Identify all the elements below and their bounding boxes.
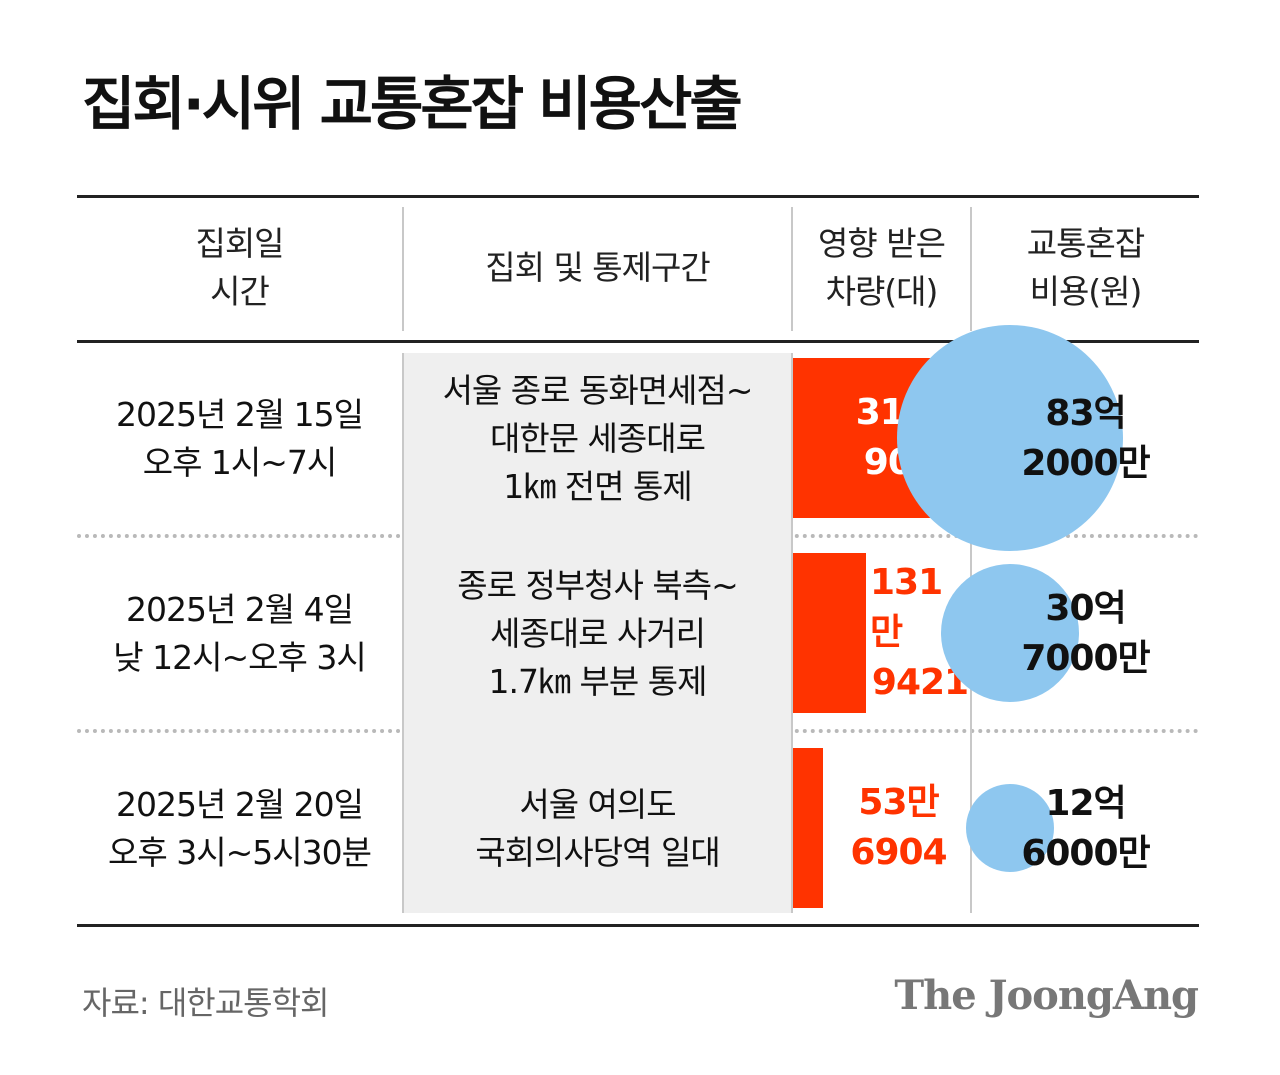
header-vehicles: 영향 받은 차량(대) [793, 195, 970, 340]
row-3-cost-line-1: 12억 [1045, 782, 1126, 824]
table-top-rule [77, 195, 1199, 198]
row-1-date-line-2: 오후 1시~7시 [142, 442, 338, 482]
row-1-section: 서울 종로 동화면세점~ 대한문 세종대로 1㎞ 전면 통제 [404, 343, 791, 534]
row-3-vehicles-label: 53만 6904 [827, 748, 970, 908]
header-date-line-1: 집회일 [195, 223, 284, 263]
header-section: 집회 및 통제구간 [404, 195, 791, 340]
row-2-cost-line-1: 30억 [1045, 587, 1126, 629]
publisher-logo: The JoongAng [894, 972, 1199, 1019]
row-3-section: 서울 여의도 국회의사당역 일대 [404, 733, 791, 924]
row-1-date-line-1: 2025년 2월 15일 [115, 394, 364, 434]
header-date-line-2: 시간 [210, 271, 270, 311]
header-cost-line-1: 교통혼잡 [1026, 223, 1145, 263]
header-vehicles-line-2: 차량(대) [825, 271, 939, 311]
row-1-section-line-2: 대한문 세종대로 [489, 418, 706, 458]
row-3-cost-circle [966, 784, 1054, 872]
row-3-vehicles-bar [793, 748, 823, 908]
row-3-date: 2025년 2월 20일 오후 3시~5시30분 [77, 733, 402, 924]
header-bottom-rule [77, 340, 1199, 343]
row-2-section-line-2: 세종대로 사거리 [489, 613, 706, 653]
row-2-cost-circle [941, 564, 1079, 702]
row-2-section-line-3: 1.7㎞ 부분 통제 [488, 661, 708, 701]
row-1-cost-circle [897, 325, 1123, 551]
source-note: 자료: 대한교통학회 [82, 984, 329, 1022]
row-3-cost-line-2: 6000만 [1021, 832, 1150, 874]
row-2-vehicles-bar [793, 553, 866, 713]
row-2-vehicles-line-1: 131만 [870, 562, 943, 653]
row-3-section-line-2: 국회의사당역 일대 [475, 832, 720, 872]
row-3-date-line-1: 2025년 2월 20일 [115, 784, 364, 824]
row-2-section-line-1: 종로 정부청사 북측~ [457, 565, 739, 605]
row-2-cost-label: 30억 7000만 [972, 538, 1199, 729]
column-divider [970, 207, 972, 331]
row-1-section-line-3: 1㎞ 전면 통제 [503, 466, 692, 506]
row-3-cost-label: 12억 6000만 [972, 733, 1199, 924]
header-section-line-1: 집회 및 통제구간 [485, 247, 710, 287]
row-1-section-line-1: 서울 종로 동화면세점~ [442, 370, 754, 410]
row-2-date-line-1: 2025년 2월 4일 [125, 589, 354, 629]
section-column-background [404, 353, 791, 913]
header-vehicles-line-1: 영향 받은 [818, 223, 946, 263]
row-3-date-line-2: 오후 3시~5시30분 [108, 832, 372, 872]
header-cost-line-2: 비용(원) [1029, 271, 1143, 311]
row-1-cost-line-2: 2000만 [1021, 442, 1150, 484]
row-3-vehicles-line-1: 53만 [858, 782, 939, 823]
row-1-cost-line-1: 83억 [1045, 392, 1126, 434]
chart-title: 집회·시위 교통혼잡 비용산출 [82, 70, 743, 138]
header-date: 집회일 시간 [77, 195, 402, 340]
row-3-vehicles-bar-area: 53만 6904 [793, 748, 970, 908]
row-1-cost-label: 83억 2000만 [972, 343, 1199, 534]
column-divider [791, 353, 793, 913]
row-2-cost-line-2: 7000만 [1021, 637, 1150, 679]
column-divider [402, 207, 404, 331]
row-1-date: 2025년 2월 15일 오후 1시~7시 [77, 343, 402, 534]
header-cost: 교통혼잡 비용(원) [972, 195, 1199, 340]
column-divider [791, 207, 793, 331]
row-2-section: 종로 정부청사 북측~ 세종대로 사거리 1.7㎞ 부분 통제 [404, 538, 791, 729]
row-3-vehicles-line-2: 6904 [850, 832, 947, 873]
data-table: 집회일 시간 집회 및 통제구간 영향 받은 차량(대) 교통혼잡 비용(원) … [77, 195, 1199, 928]
row-2-date: 2025년 2월 4일 낮 12시~오후 3시 [77, 538, 402, 729]
row-2-date-line-2: 낮 12시~오후 3시 [113, 637, 366, 677]
table-bottom-rule [77, 924, 1199, 927]
row-3-section-line-1: 서울 여의도 [519, 784, 676, 824]
column-divider [402, 353, 404, 913]
